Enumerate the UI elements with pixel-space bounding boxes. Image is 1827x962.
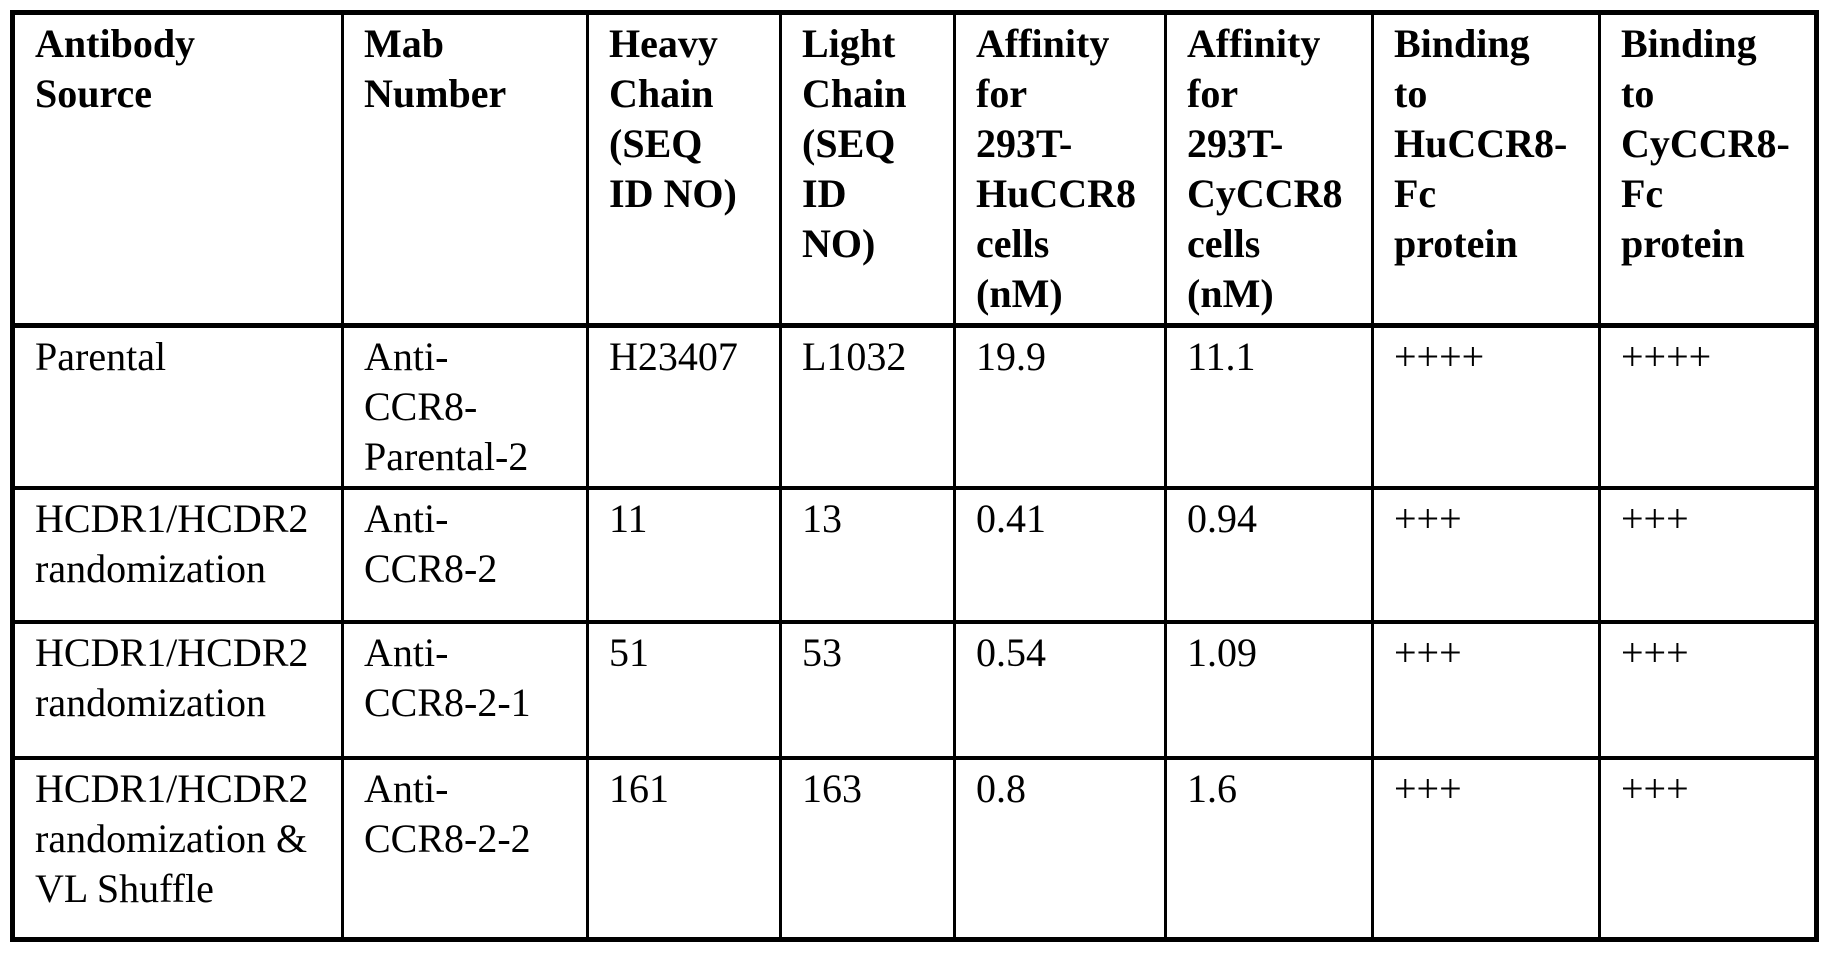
cell-affinity-cyccr8: 11.1 <box>1164 323 1374 490</box>
cell-binding-huccr8: +++ <box>1371 756 1601 941</box>
cell-mab-number: Anti- CCR8- Parental-2 <box>341 323 589 490</box>
cell-affinity-huccr8: 0.54 <box>953 620 1167 760</box>
cell-heavy-chain: 51 <box>586 620 782 760</box>
col-header-binding-cyccr8-fc: Binding to CyCCR8- Fc protein <box>1598 10 1818 328</box>
table-row-anti-ccr8-2: HCDR1/HCDR2 randomization Anti- CCR8-2 1… <box>11 486 1818 624</box>
cell-mab-number: Anti- CCR8-2 <box>341 486 589 624</box>
cell-antibody-source: HCDR1/HCDR2 randomization & VL Shuffle <box>11 756 344 941</box>
cell-binding-huccr8: +++ <box>1371 486 1601 624</box>
cell-antibody-source: HCDR1/HCDR2 randomization <box>11 620 344 760</box>
cell-light-chain: L1032 <box>779 323 956 490</box>
cell-heavy-chain: 161 <box>586 756 782 941</box>
cell-light-chain: 13 <box>779 486 956 624</box>
cell-affinity-cyccr8: 1.6 <box>1164 756 1374 941</box>
col-header-antibody-source: Antibody Source <box>11 10 344 328</box>
cell-heavy-chain: H23407 <box>586 323 782 490</box>
cell-binding-cyccr8: +++ <box>1598 756 1818 941</box>
cell-affinity-cyccr8: 1.09 <box>1164 620 1374 760</box>
table-row-anti-ccr8-2-1: HCDR1/HCDR2 randomization Anti- CCR8-2-1… <box>11 620 1818 760</box>
col-header-heavy-chain-seq-id: Heavy Chain (SEQ ID NO) <box>586 10 782 328</box>
col-header-binding-huccr8-fc: Binding to HuCCR8- Fc protein <box>1371 10 1601 328</box>
antibody-affinity-table: Antibody Source Mab Number Heavy Chain (… <box>10 10 1819 942</box>
cell-binding-cyccr8: +++ <box>1598 486 1818 624</box>
table-row-parental: Parental Anti- CCR8- Parental-2 H23407 L… <box>11 323 1818 490</box>
col-header-affinity-cyccr8-cells: Affinity for 293T- CyCCR8 cells (nM) <box>1164 10 1374 328</box>
cell-mab-number: Anti- CCR8-2-2 <box>341 756 589 941</box>
col-header-mab-number: Mab Number <box>341 10 589 328</box>
cell-binding-huccr8: ++++ <box>1371 323 1601 490</box>
cell-heavy-chain: 11 <box>586 486 782 624</box>
col-header-affinity-huccr8-cells: Affinity for 293T- HuCCR8 cells (nM) <box>953 10 1167 328</box>
cell-antibody-source: HCDR1/HCDR2 randomization <box>11 486 344 624</box>
cell-affinity-huccr8: 0.41 <box>953 486 1167 624</box>
cell-antibody-source: Parental <box>11 323 344 490</box>
cell-binding-cyccr8: +++ <box>1598 620 1818 760</box>
cell-light-chain: 53 <box>779 620 956 760</box>
cell-mab-number: Anti- CCR8-2-1 <box>341 620 589 760</box>
cell-affinity-cyccr8: 0.94 <box>1164 486 1374 624</box>
cell-binding-cyccr8: ++++ <box>1598 323 1818 490</box>
cell-light-chain: 163 <box>779 756 956 941</box>
header-row: Antibody Source Mab Number Heavy Chain (… <box>11 10 1818 328</box>
cell-affinity-huccr8: 19.9 <box>953 323 1167 490</box>
cell-binding-huccr8: +++ <box>1371 620 1601 760</box>
cell-affinity-huccr8: 0.8 <box>953 756 1167 941</box>
col-header-light-chain-seq-id: Light Chain (SEQ ID NO) <box>779 10 956 328</box>
table-row-anti-ccr8-2-2: HCDR1/HCDR2 randomization & VL Shuffle A… <box>11 756 1818 941</box>
